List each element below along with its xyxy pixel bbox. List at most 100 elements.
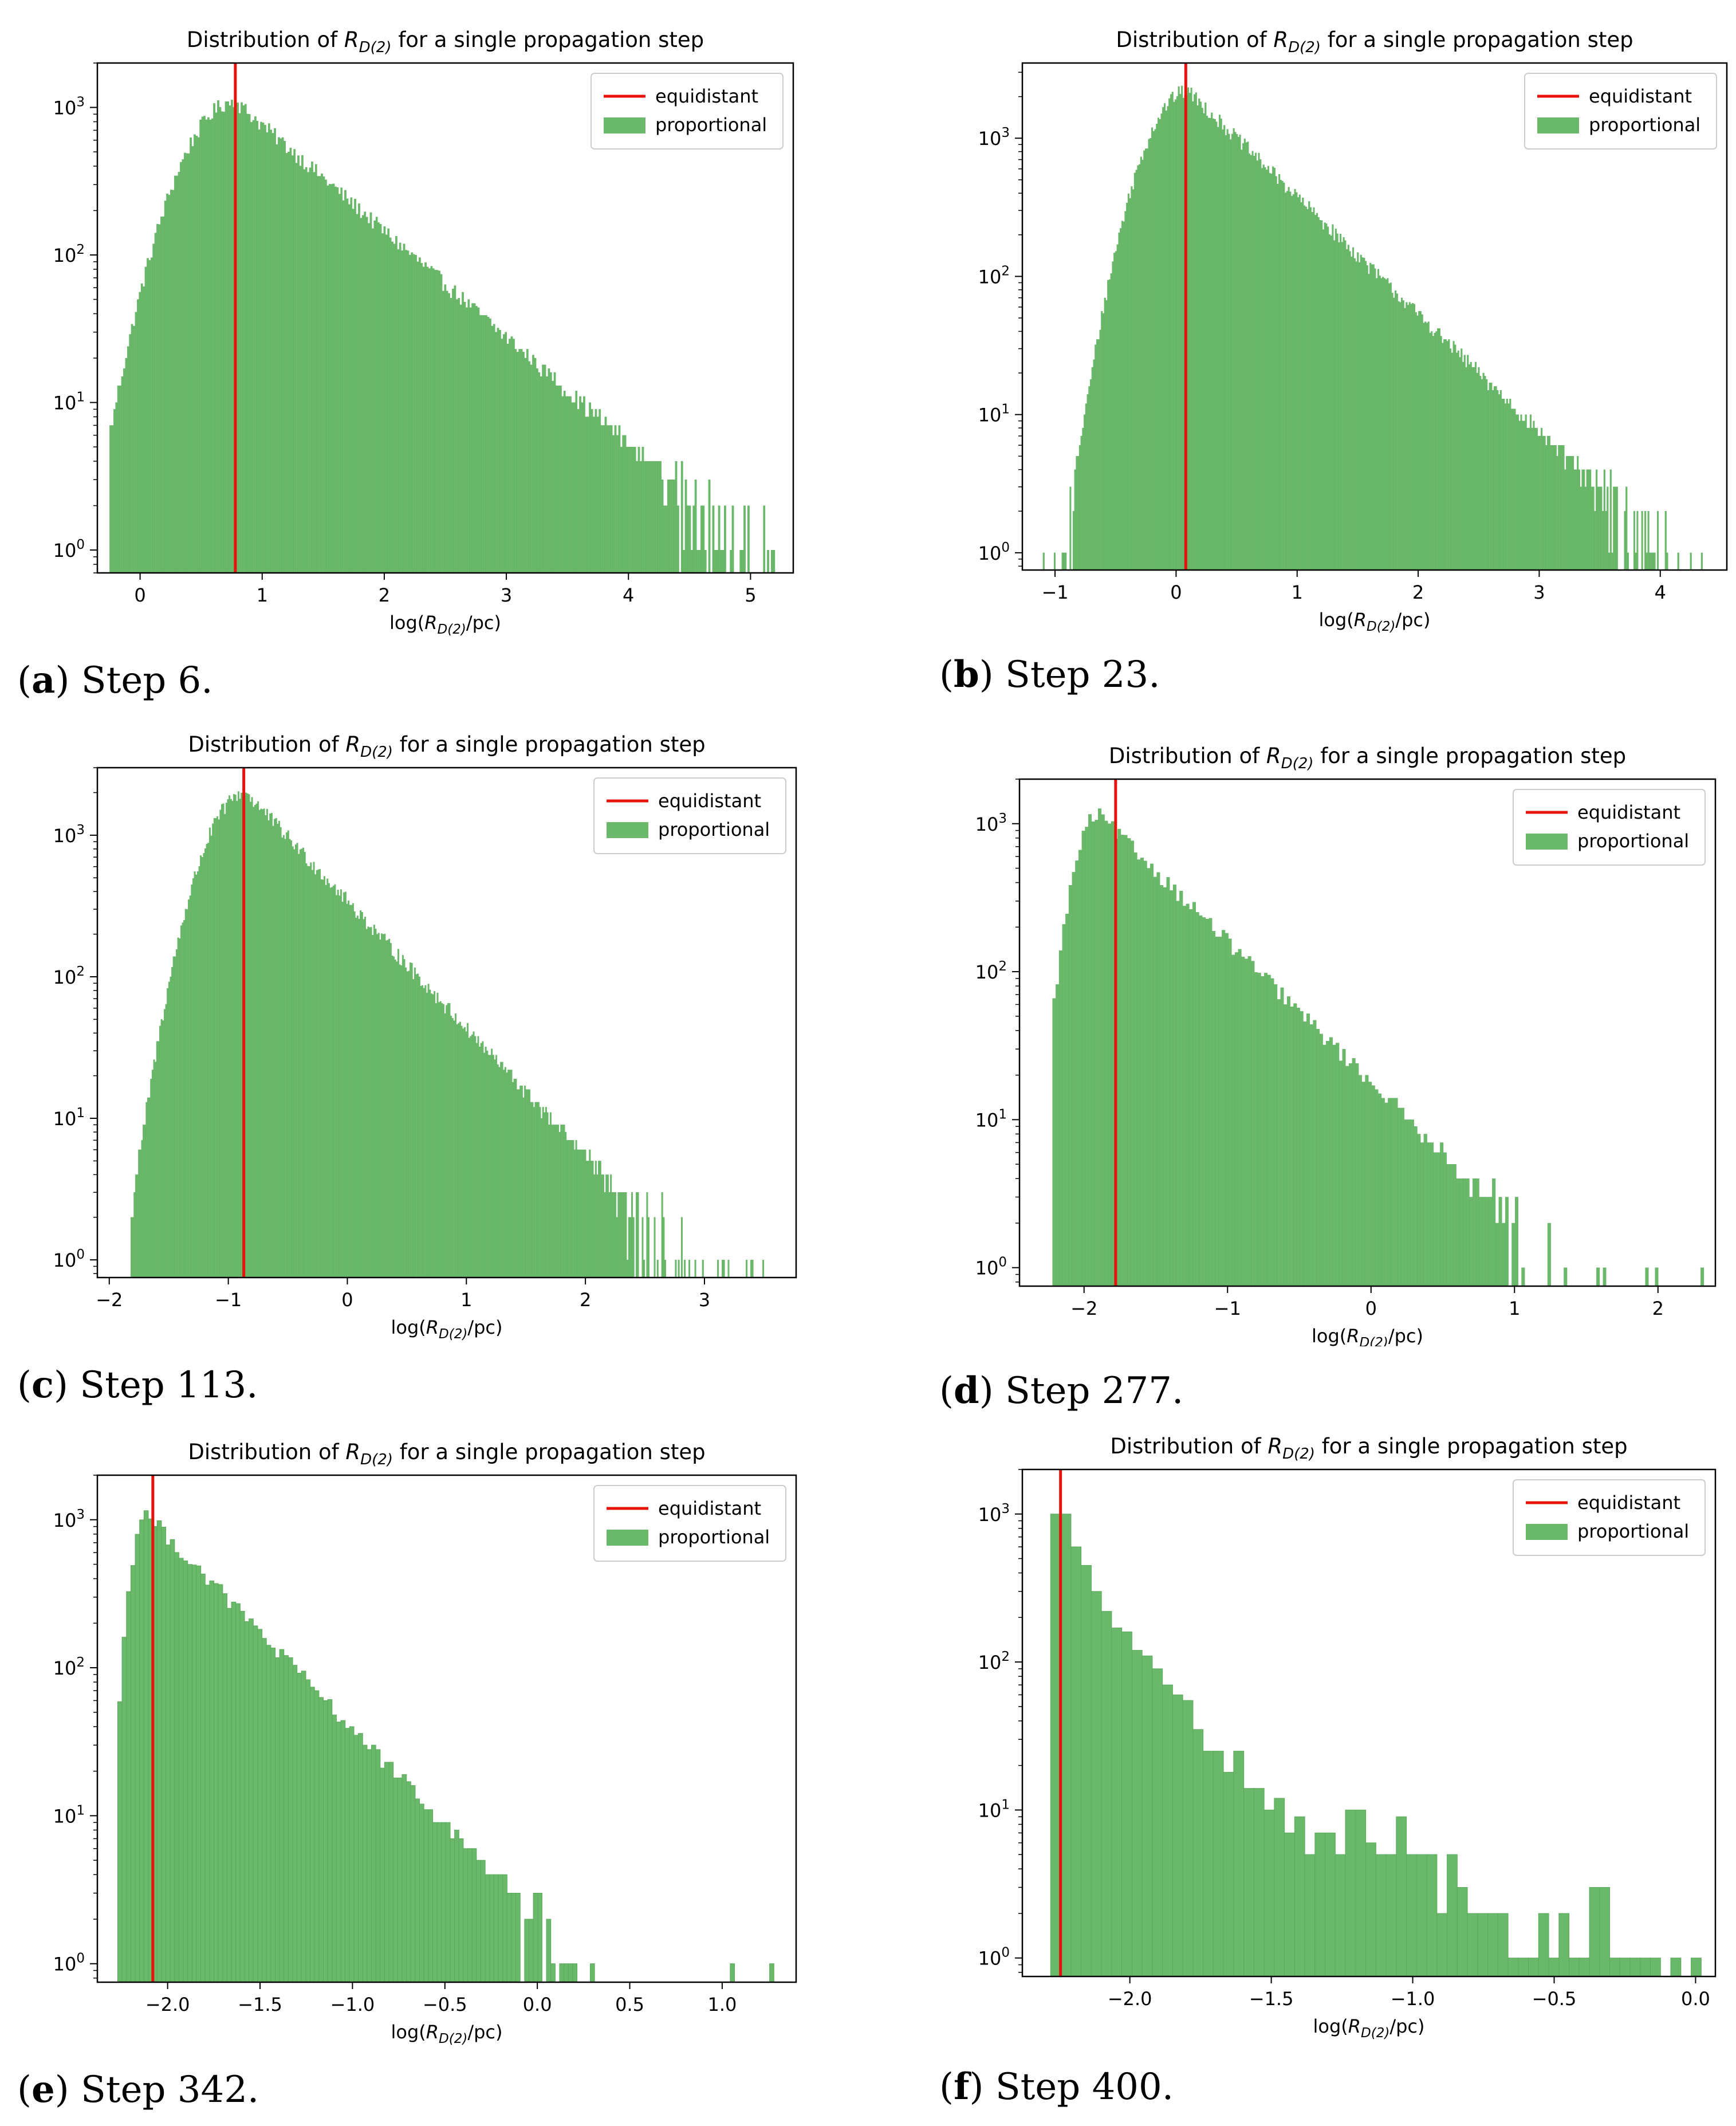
histogram-bar [218, 819, 220, 1278]
histogram-bar [1635, 552, 1637, 571]
histogram-bar [1477, 1913, 1489, 1977]
histogram-bar [1233, 128, 1235, 571]
histogram-bar [498, 1067, 501, 1278]
histogram-bar [1223, 125, 1226, 571]
histogram-bar [722, 1259, 723, 1278]
histogram-bar [1239, 135, 1241, 571]
histogram-bar [1400, 1107, 1404, 1287]
histogram-bar [625, 1192, 627, 1278]
histogram-bar [126, 1591, 131, 1983]
histogram-bar [1377, 269, 1379, 571]
histogram-bar [501, 1062, 503, 1278]
histogram-bar [1423, 1134, 1427, 1287]
histogram-bar [1272, 166, 1274, 571]
histogram-bar [1468, 364, 1471, 571]
histogram-bar [434, 991, 436, 1278]
histogram-bar [1237, 136, 1239, 571]
histogram-bar [1069, 486, 1072, 571]
histogram-bar [344, 190, 347, 573]
xlabel-sub: D(2) [438, 622, 466, 637]
histogram-bar [441, 1003, 443, 1278]
histogram-bar [213, 103, 215, 573]
y-tick-label: 103 [978, 1502, 1010, 1526]
histogram-bar [236, 800, 238, 1278]
histogram-bar [444, 1013, 446, 1278]
histogram-bar [1467, 1913, 1478, 1977]
histogram-bar [1327, 226, 1329, 571]
histogram-bar [731, 505, 734, 573]
histogram-bar [198, 866, 200, 1278]
histogram-bar [196, 871, 199, 1278]
histogram-bar [544, 364, 546, 573]
histogram-bar [282, 835, 285, 1278]
histogram-bar [391, 955, 393, 1278]
histogram-bar [143, 286, 145, 573]
histogram-bar [237, 791, 239, 1278]
histogram-bar [1063, 552, 1065, 571]
histogram-bar [302, 847, 305, 1278]
histogram-bar [346, 198, 349, 573]
histogram-bar [1556, 456, 1558, 571]
histogram-bar [1270, 174, 1273, 571]
xlabel-var: R [1348, 2015, 1361, 2037]
histogram-bar [201, 116, 204, 573]
histogram-bar [1589, 469, 1592, 571]
histogram-bar [700, 505, 703, 573]
histogram-bar [267, 820, 270, 1278]
histogram-bar [708, 480, 711, 573]
histogram-bar [286, 832, 288, 1278]
histogram-bar [1296, 1007, 1300, 1287]
histogram-bar [518, 349, 521, 573]
histogram-bar [1426, 323, 1428, 571]
histogram-bar [1072, 511, 1074, 571]
histogram-bar [424, 985, 427, 1278]
histogram-bar [317, 869, 320, 1278]
histogram-bar [129, 334, 132, 573]
histogram-bar [1542, 435, 1544, 571]
histogram-bar [458, 1838, 464, 1983]
histogram-bar [353, 1735, 359, 1983]
histogram-bar [1482, 372, 1485, 571]
x-tick-label: −1.5 [1249, 1988, 1294, 2010]
histogram-bar [1452, 1164, 1456, 1287]
histogram-bar [244, 1621, 250, 1983]
histogram-bar [1611, 552, 1613, 571]
histogram-bar [456, 1024, 458, 1278]
y-tick-label: 102 [975, 959, 1007, 983]
histogram-bar [549, 1112, 552, 1278]
histogram-bar [1096, 339, 1099, 571]
histogram-bar [664, 1259, 666, 1278]
histogram-bar [1348, 1063, 1352, 1287]
histogram-bar [375, 1749, 381, 1983]
histogram-bar [450, 1015, 452, 1278]
histogram-bar [360, 910, 362, 1278]
histogram-bar [578, 1149, 580, 1278]
caption-d: (d) Step 277. [939, 1369, 1184, 1412]
histogram-bar [1274, 1798, 1285, 1977]
histogram-bar [485, 1047, 487, 1278]
histogram-bar [1404, 1119, 1408, 1287]
histogram-bar [394, 960, 396, 1278]
histogram-bar [554, 1125, 556, 1278]
histogram-bar [1127, 838, 1131, 1287]
histogram-bar [1084, 414, 1086, 571]
histogram-bar [1121, 1631, 1132, 1977]
histogram-bar [515, 1079, 517, 1278]
histogram-bar [1060, 1514, 1072, 1977]
histogram-bar [1581, 469, 1584, 571]
histogram-bar [251, 797, 253, 1278]
histogram-bar [384, 1762, 389, 1983]
histogram-bar [139, 1149, 141, 1278]
histogram-bar [1624, 511, 1626, 571]
histogram-bar [641, 1217, 644, 1278]
histogram-bar [1281, 180, 1284, 571]
title-prefix: Distribution of [187, 27, 344, 52]
histogram-bar [542, 364, 544, 573]
histogram-bar [353, 911, 356, 1278]
histogram-bar [1322, 229, 1324, 571]
histogram-bar [131, 324, 133, 573]
histogram-bar [501, 339, 503, 573]
histogram-bar [1150, 137, 1152, 571]
histogram-bar [164, 201, 167, 573]
y-tick-base: 10 [975, 1257, 999, 1279]
